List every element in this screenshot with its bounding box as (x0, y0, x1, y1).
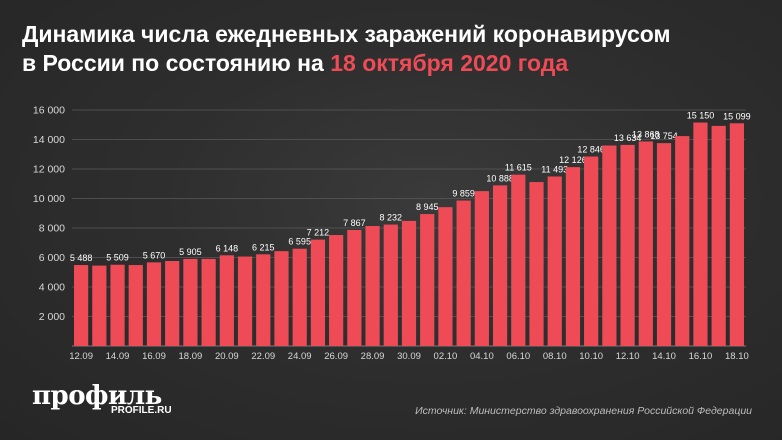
data-label: 7 867 (343, 218, 366, 228)
bar (201, 258, 216, 346)
x-tick-label: 14.10 (652, 351, 676, 362)
y-tick-label: 6 000 (39, 252, 65, 264)
x-tick-label: 26.09 (324, 351, 348, 362)
source-note: Источник: Министерство здравоохранения Р… (415, 405, 752, 417)
title-date-accent: 18 октября 2020 года (330, 50, 569, 76)
x-tick-label: 10.10 (579, 351, 603, 362)
data-label: 10 888 (486, 173, 514, 183)
x-tick-label: 16.10 (689, 351, 713, 362)
data-label: 13 868 (632, 129, 660, 139)
bar (565, 167, 581, 346)
bar (638, 141, 653, 346)
x-tick-label: 02.10 (434, 351, 458, 362)
bar (292, 248, 307, 346)
bar (92, 265, 107, 346)
bar (237, 256, 253, 346)
data-label: 5 509 (106, 253, 129, 263)
data-label: 13 634 (614, 133, 642, 143)
bar (146, 262, 162, 346)
data-label: 15 099 (723, 111, 751, 121)
data-label: 6 595 (288, 237, 311, 247)
bar (711, 125, 726, 346)
bar (365, 226, 380, 346)
x-tick-label: 24.09 (288, 351, 312, 362)
bar (329, 235, 344, 346)
bar (675, 136, 690, 346)
chart-title: Динамика числа ежедневных заражений коро… (22, 20, 762, 78)
bar (438, 207, 453, 346)
profil-site-label: PROFILE.RU (111, 405, 172, 416)
y-tick-label: 8 000 (39, 223, 65, 235)
data-label: 9 859 (452, 189, 475, 199)
bar (183, 258, 198, 346)
bar (110, 264, 125, 346)
data-label: 8 945 (416, 202, 439, 212)
data-label: 12 126 (559, 155, 587, 165)
data-label: 6 148 (216, 243, 239, 253)
bar (492, 185, 508, 346)
bar (128, 265, 143, 346)
bar (529, 182, 544, 346)
x-tick-label: 06.10 (506, 351, 530, 362)
bar (620, 144, 635, 346)
x-tick-label: 12.09 (69, 351, 93, 362)
bar (256, 254, 271, 346)
bar (547, 176, 562, 346)
x-tick-label: 12.10 (616, 351, 640, 362)
x-tick-label: 08.10 (543, 351, 567, 362)
x-tick-label: 18.10 (725, 351, 749, 362)
data-label: 15 150 (687, 111, 715, 121)
bar (602, 145, 617, 346)
bar (456, 200, 471, 346)
data-label: 5 670 (143, 250, 166, 260)
bar (310, 239, 326, 346)
bar (401, 220, 417, 346)
data-label: 7 212 (307, 228, 330, 238)
x-tick-label: 04.10 (470, 351, 494, 362)
bar (729, 123, 744, 346)
bar (511, 174, 526, 346)
y-tick-label: 10 000 (33, 193, 65, 205)
bar (420, 214, 435, 346)
y-tick-label: 16 000 (33, 105, 65, 117)
bar (347, 229, 362, 346)
x-tick-label: 16.09 (142, 351, 166, 362)
y-tick-label: 2 000 (39, 311, 65, 323)
bar (474, 191, 489, 346)
data-label: 12 846 (577, 145, 605, 155)
data-label: 5 488 (70, 253, 93, 263)
y-tick-label: 14 000 (33, 134, 65, 146)
x-tick-label: 18.09 (179, 351, 203, 362)
profil-logo: профиль (32, 381, 162, 411)
bar (74, 265, 89, 346)
bar (219, 255, 234, 346)
data-label: 11 493 (541, 164, 568, 174)
data-label: 6 215 (252, 242, 275, 252)
bar (656, 143, 672, 346)
data-label: 11 615 (505, 163, 532, 173)
title-line-2-prefix: в России по состоянию на (22, 50, 324, 76)
data-label: 13 754 (650, 131, 678, 141)
y-tick-label: 12 000 (33, 164, 65, 176)
y-tick-label: 4 000 (39, 282, 65, 294)
bar (693, 122, 708, 346)
bar (165, 261, 180, 346)
title-line-1: Динамика числа ежедневных заражений коро… (22, 21, 671, 47)
bar (274, 251, 289, 346)
data-label: 5 905 (179, 247, 202, 257)
bar (383, 224, 398, 346)
data-label: 8 232 (380, 213, 403, 223)
x-tick-label: 28.09 (361, 351, 385, 362)
x-tick-label: 20.09 (215, 351, 239, 362)
bar (584, 156, 599, 346)
title-line-2: в России по состоянию на 18 октября 2020… (22, 49, 762, 78)
x-tick-label: 30.09 (397, 351, 421, 362)
x-tick-label: 14.09 (106, 351, 130, 362)
x-tick-label: 22.09 (251, 351, 275, 362)
